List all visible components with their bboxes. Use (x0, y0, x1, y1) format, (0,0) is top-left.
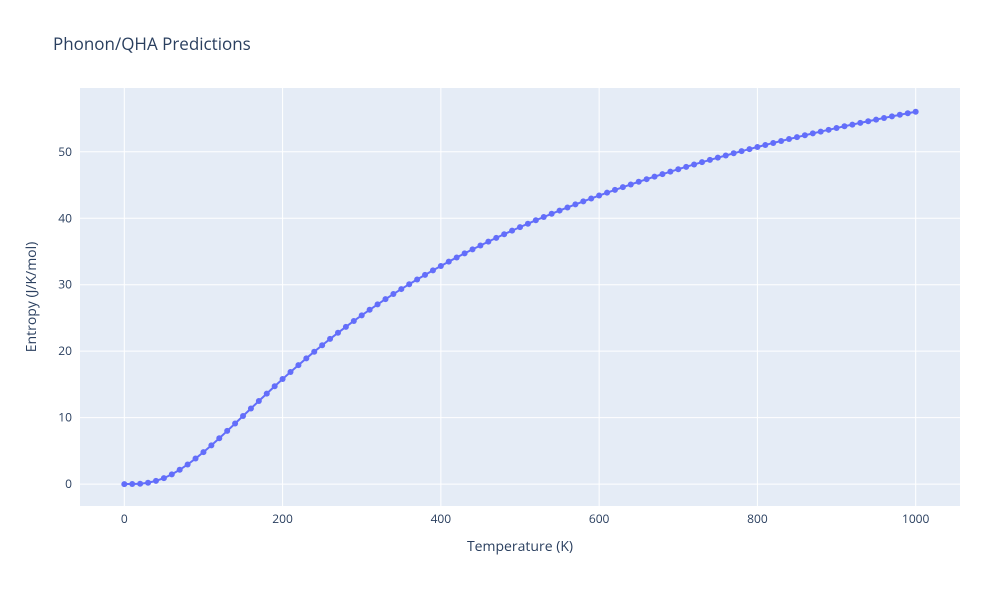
svg-text:800: 800 (747, 510, 768, 527)
svg-text:20: 20 (58, 342, 72, 359)
svg-text:0: 0 (121, 510, 128, 527)
svg-text:0: 0 (65, 475, 72, 492)
svg-text:200: 200 (272, 510, 293, 527)
chart-plot: 0 200 400 600 800 1000 0 10 20 30 40 50 Temperatur… (0, 0, 1000, 600)
svg-text:400: 400 (431, 510, 452, 527)
y-tick-labels: 0 10 20 30 40 50 (58, 143, 72, 492)
svg-text:30: 30 (58, 276, 72, 293)
svg-text:10: 10 (58, 409, 72, 426)
y-axis-title: Entropy (J/K/mol) (22, 242, 41, 353)
x-tick-labels: 0 200 400 600 800 1000 (121, 510, 930, 527)
svg-text:50: 50 (58, 143, 72, 160)
svg-text:40: 40 (58, 209, 72, 226)
svg-text:600: 600 (589, 510, 610, 527)
x-axis-title: Temperature (K) (467, 537, 573, 556)
svg-text:1000: 1000 (902, 510, 930, 527)
